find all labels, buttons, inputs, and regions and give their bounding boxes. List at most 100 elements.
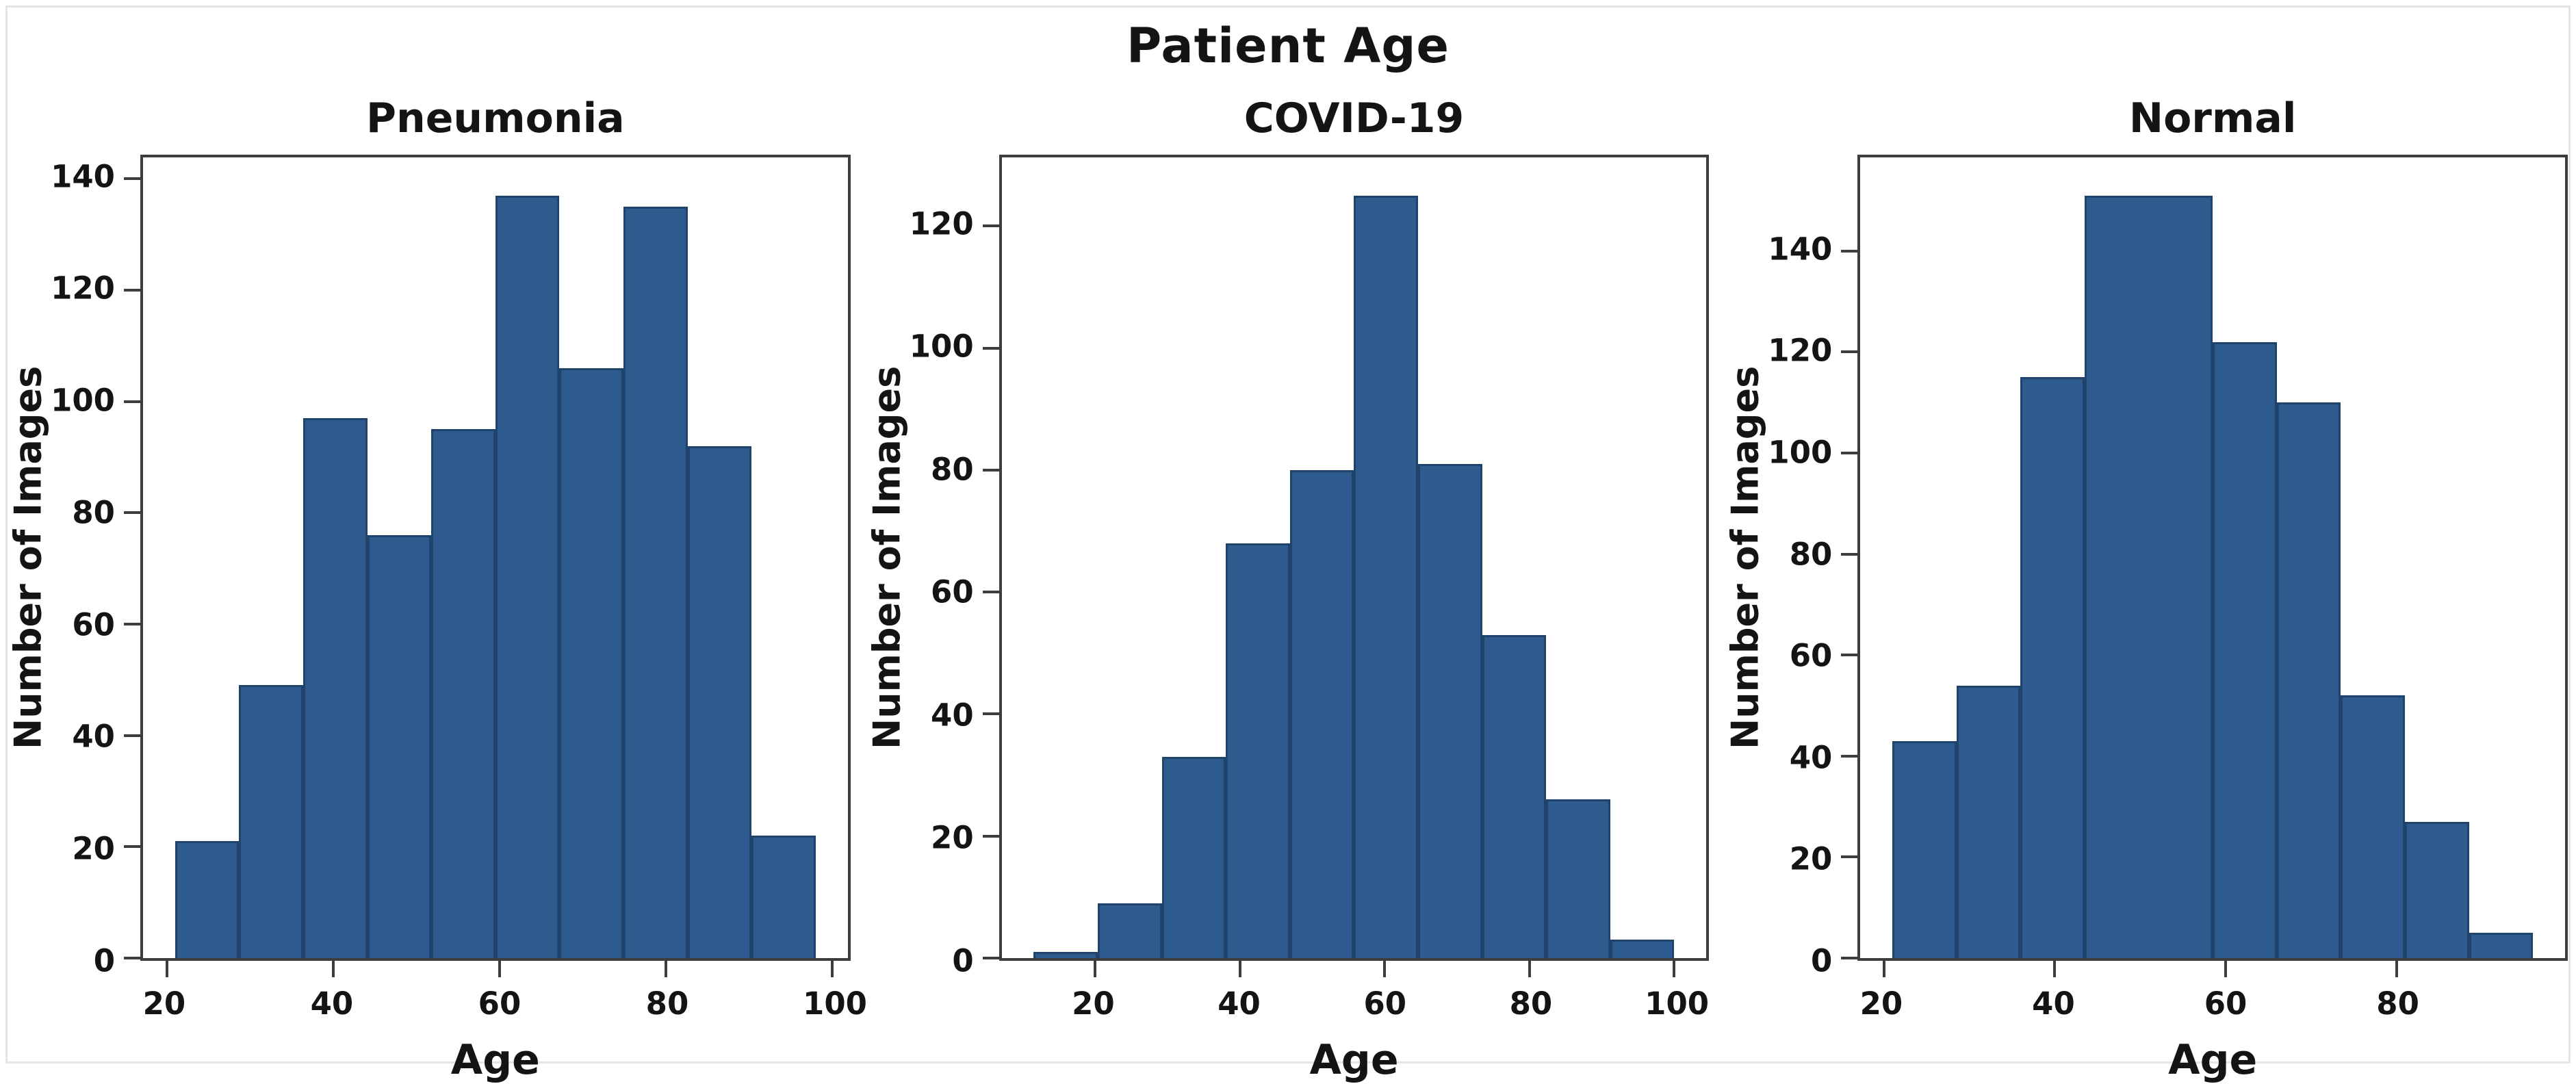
histogram-bar [1418, 464, 1482, 958]
y-tick-mark [1841, 250, 1857, 253]
histogram-bar [1354, 196, 1418, 958]
x-tick-mark [1528, 961, 1531, 977]
y-tick-mark [124, 845, 140, 848]
y-tick-mark [1841, 654, 1857, 656]
histogram-bar [239, 685, 303, 958]
x-tick-mark [332, 961, 335, 977]
y-tick-label: 20 [72, 834, 115, 864]
subplot-title: Pneumonia [140, 94, 851, 142]
y-tick-mark [124, 289, 140, 292]
histogram-bar [559, 368, 623, 958]
x-axis-label: Age [140, 1036, 851, 1084]
y-tick-mark [124, 623, 140, 625]
plot-area [140, 155, 851, 961]
subplot-title: Normal [1857, 94, 2568, 142]
y-tick-mark [983, 712, 999, 715]
y-tick-label: 0 [94, 946, 115, 977]
y-tick-mark [1841, 553, 1857, 556]
x-tick-label: 100 [1645, 988, 1709, 1019]
x-tick-mark [1094, 961, 1096, 977]
y-tick-label: 80 [931, 454, 974, 485]
y-tick-label: 60 [72, 609, 115, 640]
histogram-bar [175, 841, 240, 958]
y-tick-label: 80 [1790, 539, 1833, 569]
y-tick-label: 20 [1790, 844, 1833, 875]
subplot-title: COVID-19 [999, 94, 1710, 142]
figure-title: Patient Age [0, 18, 2576, 74]
histogram-bar [1290, 470, 1354, 958]
y-tick-mark [1841, 755, 1857, 758]
y-tick-label: 0 [952, 946, 973, 977]
x-tick-mark [1883, 961, 1885, 977]
y-tick-mark [983, 957, 999, 959]
y-tick-label: 40 [72, 721, 115, 752]
x-tick-labels: 20 40 60 80 100 [999, 988, 1710, 1029]
y-tick-mark [983, 347, 999, 350]
histogram-bar [2020, 377, 2085, 958]
histogram-bar [2213, 342, 2277, 958]
bars-layer [143, 157, 848, 958]
histogram-bar [623, 207, 688, 958]
y-tick-label: 120 [910, 208, 974, 239]
y-tick-label: 140 [51, 161, 115, 192]
histogram-bar [2469, 933, 2534, 958]
y-tick-mark [124, 400, 140, 403]
x-tick-mark [831, 961, 834, 977]
x-tick-mark [1673, 961, 1675, 977]
y-tick-label: 40 [931, 699, 974, 730]
x-tick-label: 20 [1860, 988, 1903, 1019]
histogram-bar [1482, 635, 1547, 958]
x-tick-mark [1239, 961, 1241, 977]
histogram-bar [495, 196, 560, 958]
x-axis-label: Age [999, 1036, 1710, 1084]
y-tick-mark [1841, 957, 1857, 959]
x-tick-label: 100 [803, 988, 867, 1019]
y-tick-mark [983, 591, 999, 593]
x-tick-label: 60 [1363, 988, 1406, 1019]
bars-layer [1860, 157, 2565, 958]
x-tick-mark [166, 961, 168, 977]
y-tick-label: 100 [1768, 437, 1832, 468]
x-tick-label: 80 [1510, 988, 1553, 1019]
histogram-bar [1098, 903, 1162, 958]
y-tick-label: 120 [1768, 335, 1832, 366]
x-tick-label: 40 [2032, 988, 2075, 1019]
histogram-bar [368, 535, 432, 958]
y-tick-label: 60 [1790, 641, 1833, 671]
histogram-bar [431, 429, 495, 958]
y-tick-mark [1841, 855, 1857, 858]
y-tick-mark [124, 177, 140, 180]
y-tick-mark [124, 511, 140, 514]
histogram-bar [2085, 196, 2213, 958]
histogram-bar [688, 446, 752, 958]
histogram-bar [2277, 402, 2341, 958]
x-tick-mark [2224, 961, 2227, 977]
y-tick-label: 100 [910, 331, 974, 362]
x-tick-label: 80 [2376, 988, 2419, 1019]
y-tick-label: 40 [1790, 742, 1833, 773]
plot-area [999, 155, 1710, 961]
y-tick-label: 100 [51, 385, 115, 416]
x-axis-label: Age [1857, 1036, 2568, 1084]
histogram-bar [751, 836, 816, 958]
bars-layer [1002, 157, 1707, 958]
histogram-bar [1546, 799, 1610, 958]
x-tick-label: 20 [1072, 988, 1115, 1019]
x-tick-label: 40 [1218, 988, 1261, 1019]
x-tick-mark [665, 961, 667, 977]
y-tick-mark [124, 957, 140, 959]
histogram-bar [2405, 822, 2469, 958]
x-tick-mark [2053, 961, 2056, 977]
y-tick-label: 140 [1768, 233, 1832, 264]
histogram-bar [1892, 741, 1957, 958]
y-tick-label: 80 [72, 497, 115, 528]
